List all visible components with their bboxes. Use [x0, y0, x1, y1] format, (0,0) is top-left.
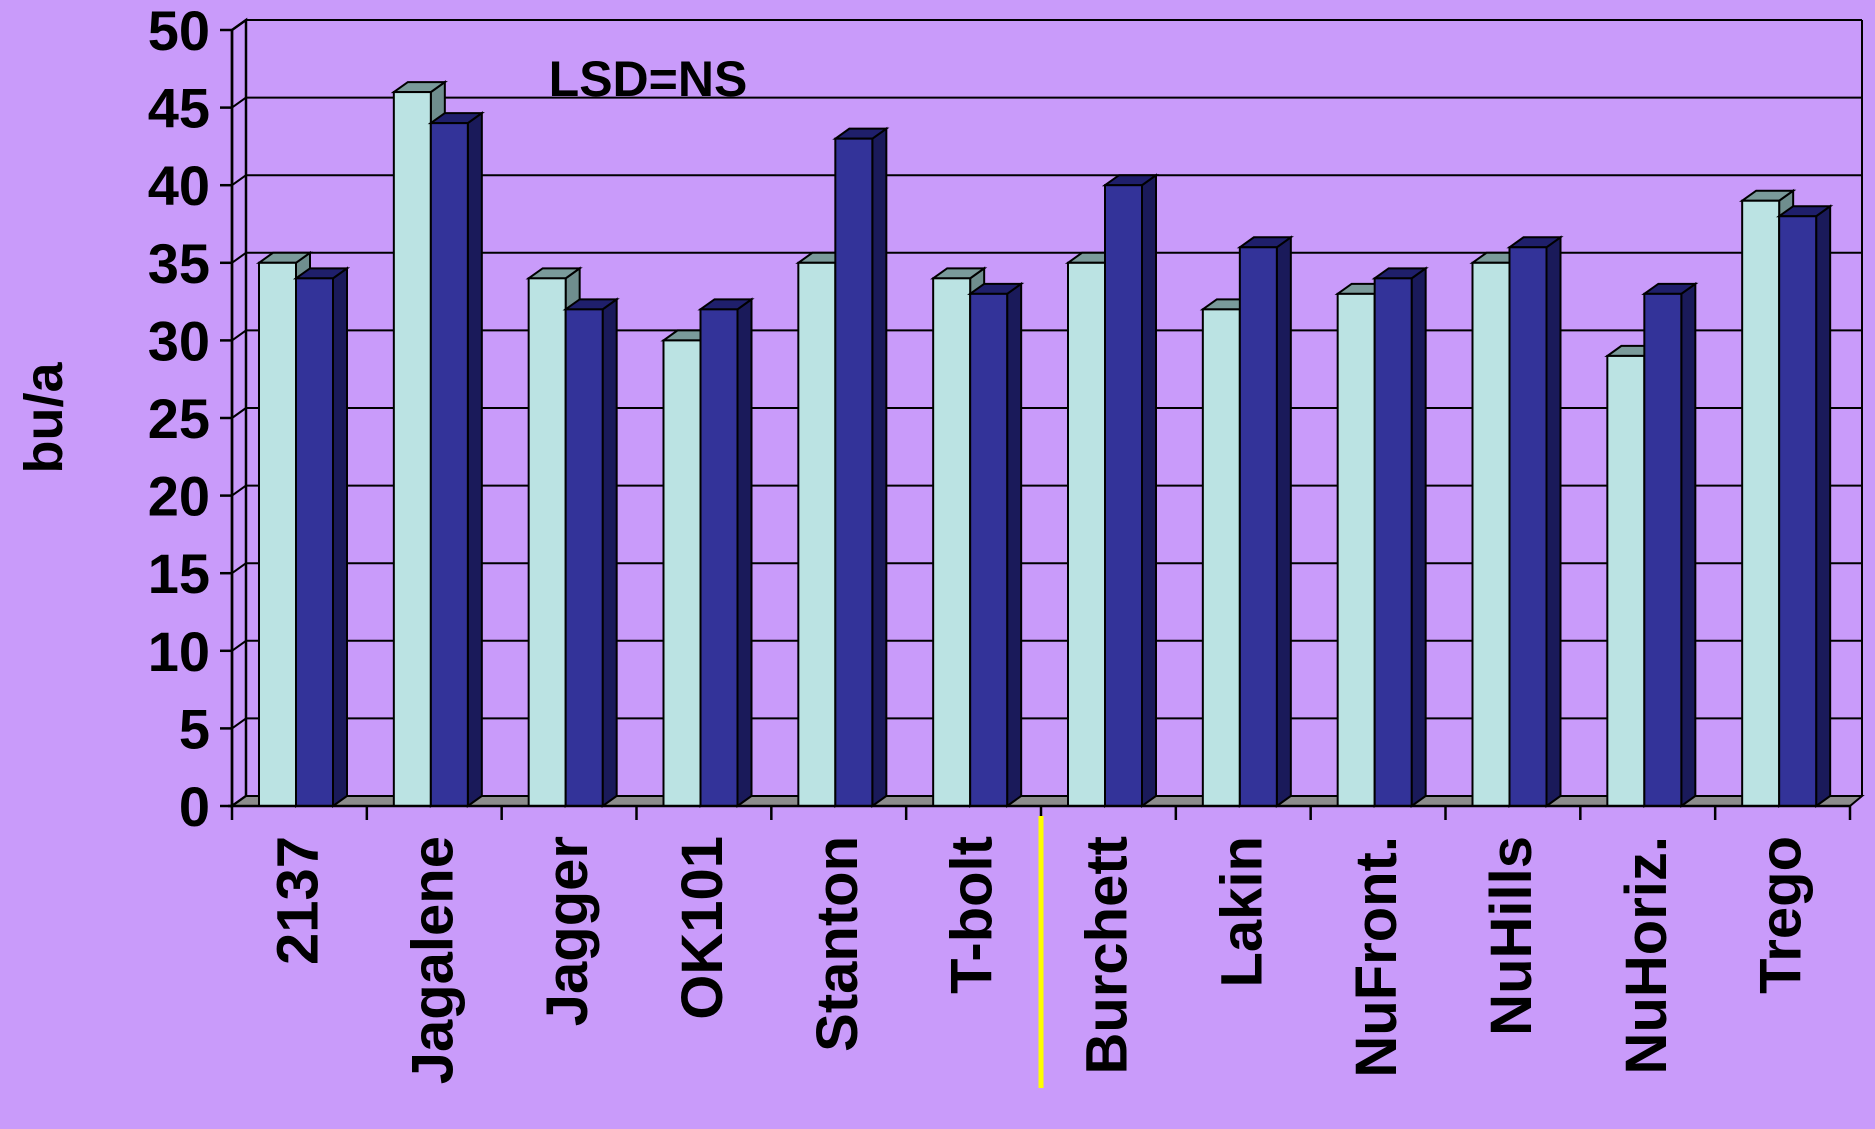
gridline-depth: [231, 329, 247, 342]
bar-side: [466, 111, 483, 808]
bar-series-2: [1104, 184, 1143, 807]
bar-series-1: [662, 339, 702, 807]
gridline-depth: [231, 407, 247, 419]
x-tick-label: OK101: [670, 836, 735, 1020]
x-tick-label: Burchett: [1074, 836, 1139, 1074]
bar-series-1: [932, 277, 972, 807]
bar-side: [1006, 281, 1023, 808]
bar-series-1: [258, 261, 297, 807]
bar-series-2: [564, 308, 604, 807]
y-tick-label: 50: [148, 0, 210, 62]
bar-series-2: [834, 137, 874, 807]
bar-series-2: [1778, 215, 1818, 808]
bar-series-1: [1741, 199, 1781, 808]
x-tick-label: T-bolt: [940, 836, 1005, 994]
x-tick-label: NuHills: [1479, 836, 1544, 1036]
bar-side: [1141, 173, 1157, 808]
x-tick-label: Jagger: [535, 836, 600, 1026]
grid-layer: [228, 17, 1865, 809]
bar-side: [1275, 235, 1292, 808]
y-tick-label: 10: [148, 620, 210, 683]
x-tick-label: Lakin: [1209, 836, 1274, 988]
bar-series-1: [392, 91, 432, 807]
y-tick-label: 30: [148, 309, 210, 372]
bar-series-2: [969, 292, 1009, 807]
y-axis-title: bu/a: [14, 362, 74, 474]
gridline-depth: [231, 19, 247, 31]
bar-side: [332, 266, 348, 808]
bar-series-1: [1606, 354, 1646, 807]
y-tick-label: 25: [148, 387, 210, 450]
bar-side: [601, 297, 618, 808]
bar-series-2: [699, 308, 739, 807]
gridline-depth: [231, 251, 247, 264]
bar-side: [736, 297, 753, 808]
bar-series-2: [1373, 277, 1413, 807]
bar-series-1: [1201, 308, 1241, 807]
x-tick-label: Jagalene: [400, 836, 465, 1084]
lsd-annotation: LSD=NS: [549, 51, 748, 107]
gridline-depth: [231, 174, 247, 187]
y-tick-label: 5: [179, 697, 210, 760]
y-tick-label: 20: [148, 465, 210, 528]
bar-series-1: [1471, 261, 1511, 807]
bar-side: [1680, 281, 1697, 808]
y-tick-label: 15: [148, 542, 210, 605]
bar-side: [871, 126, 888, 808]
bar-series-1: [1067, 261, 1106, 807]
bar-series-2: [1643, 292, 1683, 807]
gridline-depth: [231, 96, 247, 109]
gridline-depth: [231, 639, 247, 652]
axis-layer: 0 5 10 15 20 25 30 35 40 45 50 2137 Jagalene Jagger OK…: [148, 0, 1852, 1088]
bar-series-2: [1238, 246, 1278, 807]
gridline-depth: [231, 717, 247, 730]
y-tick-label: 40: [148, 154, 210, 217]
x-tick-label: 2137: [265, 836, 330, 965]
y-tick-label: 45: [148, 77, 210, 140]
bars-layer: [255, 80, 1834, 808]
x-tick-label: Stanton: [805, 836, 870, 1052]
y-tick-label: 35: [148, 232, 210, 295]
bar-series-1: [797, 261, 837, 807]
bar-series-2: [429, 122, 469, 808]
gridline-depth: [231, 484, 247, 497]
bar-side: [1410, 266, 1427, 808]
bar-side: [1815, 204, 1832, 808]
bar-series-1: [1336, 292, 1376, 807]
bar-side: [1545, 235, 1562, 808]
x-tick-label: NuHoriz.: [1614, 836, 1679, 1074]
bar-series-1: [527, 277, 567, 807]
x-tick-label: NuFront.: [1344, 836, 1409, 1078]
x-tick-label: Trego: [1749, 836, 1814, 994]
bar-series-2: [295, 277, 334, 807]
bar-series-2: [1508, 246, 1548, 807]
y-tick-label: 0: [179, 775, 210, 838]
gridline-depth: [231, 562, 247, 575]
